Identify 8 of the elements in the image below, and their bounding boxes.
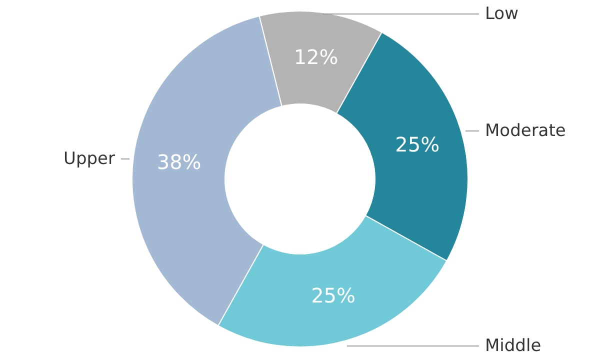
slice-label: Upper <box>64 148 115 169</box>
data-label: 12% <box>294 45 338 70</box>
slice-label: Low <box>485 4 519 24</box>
slice-label: Moderate <box>485 120 566 141</box>
data-label: 25% <box>311 283 356 308</box>
data-label: 25% <box>395 132 440 157</box>
data-label: 38% <box>156 150 202 174</box>
slice-label: Middle <box>485 336 542 356</box>
